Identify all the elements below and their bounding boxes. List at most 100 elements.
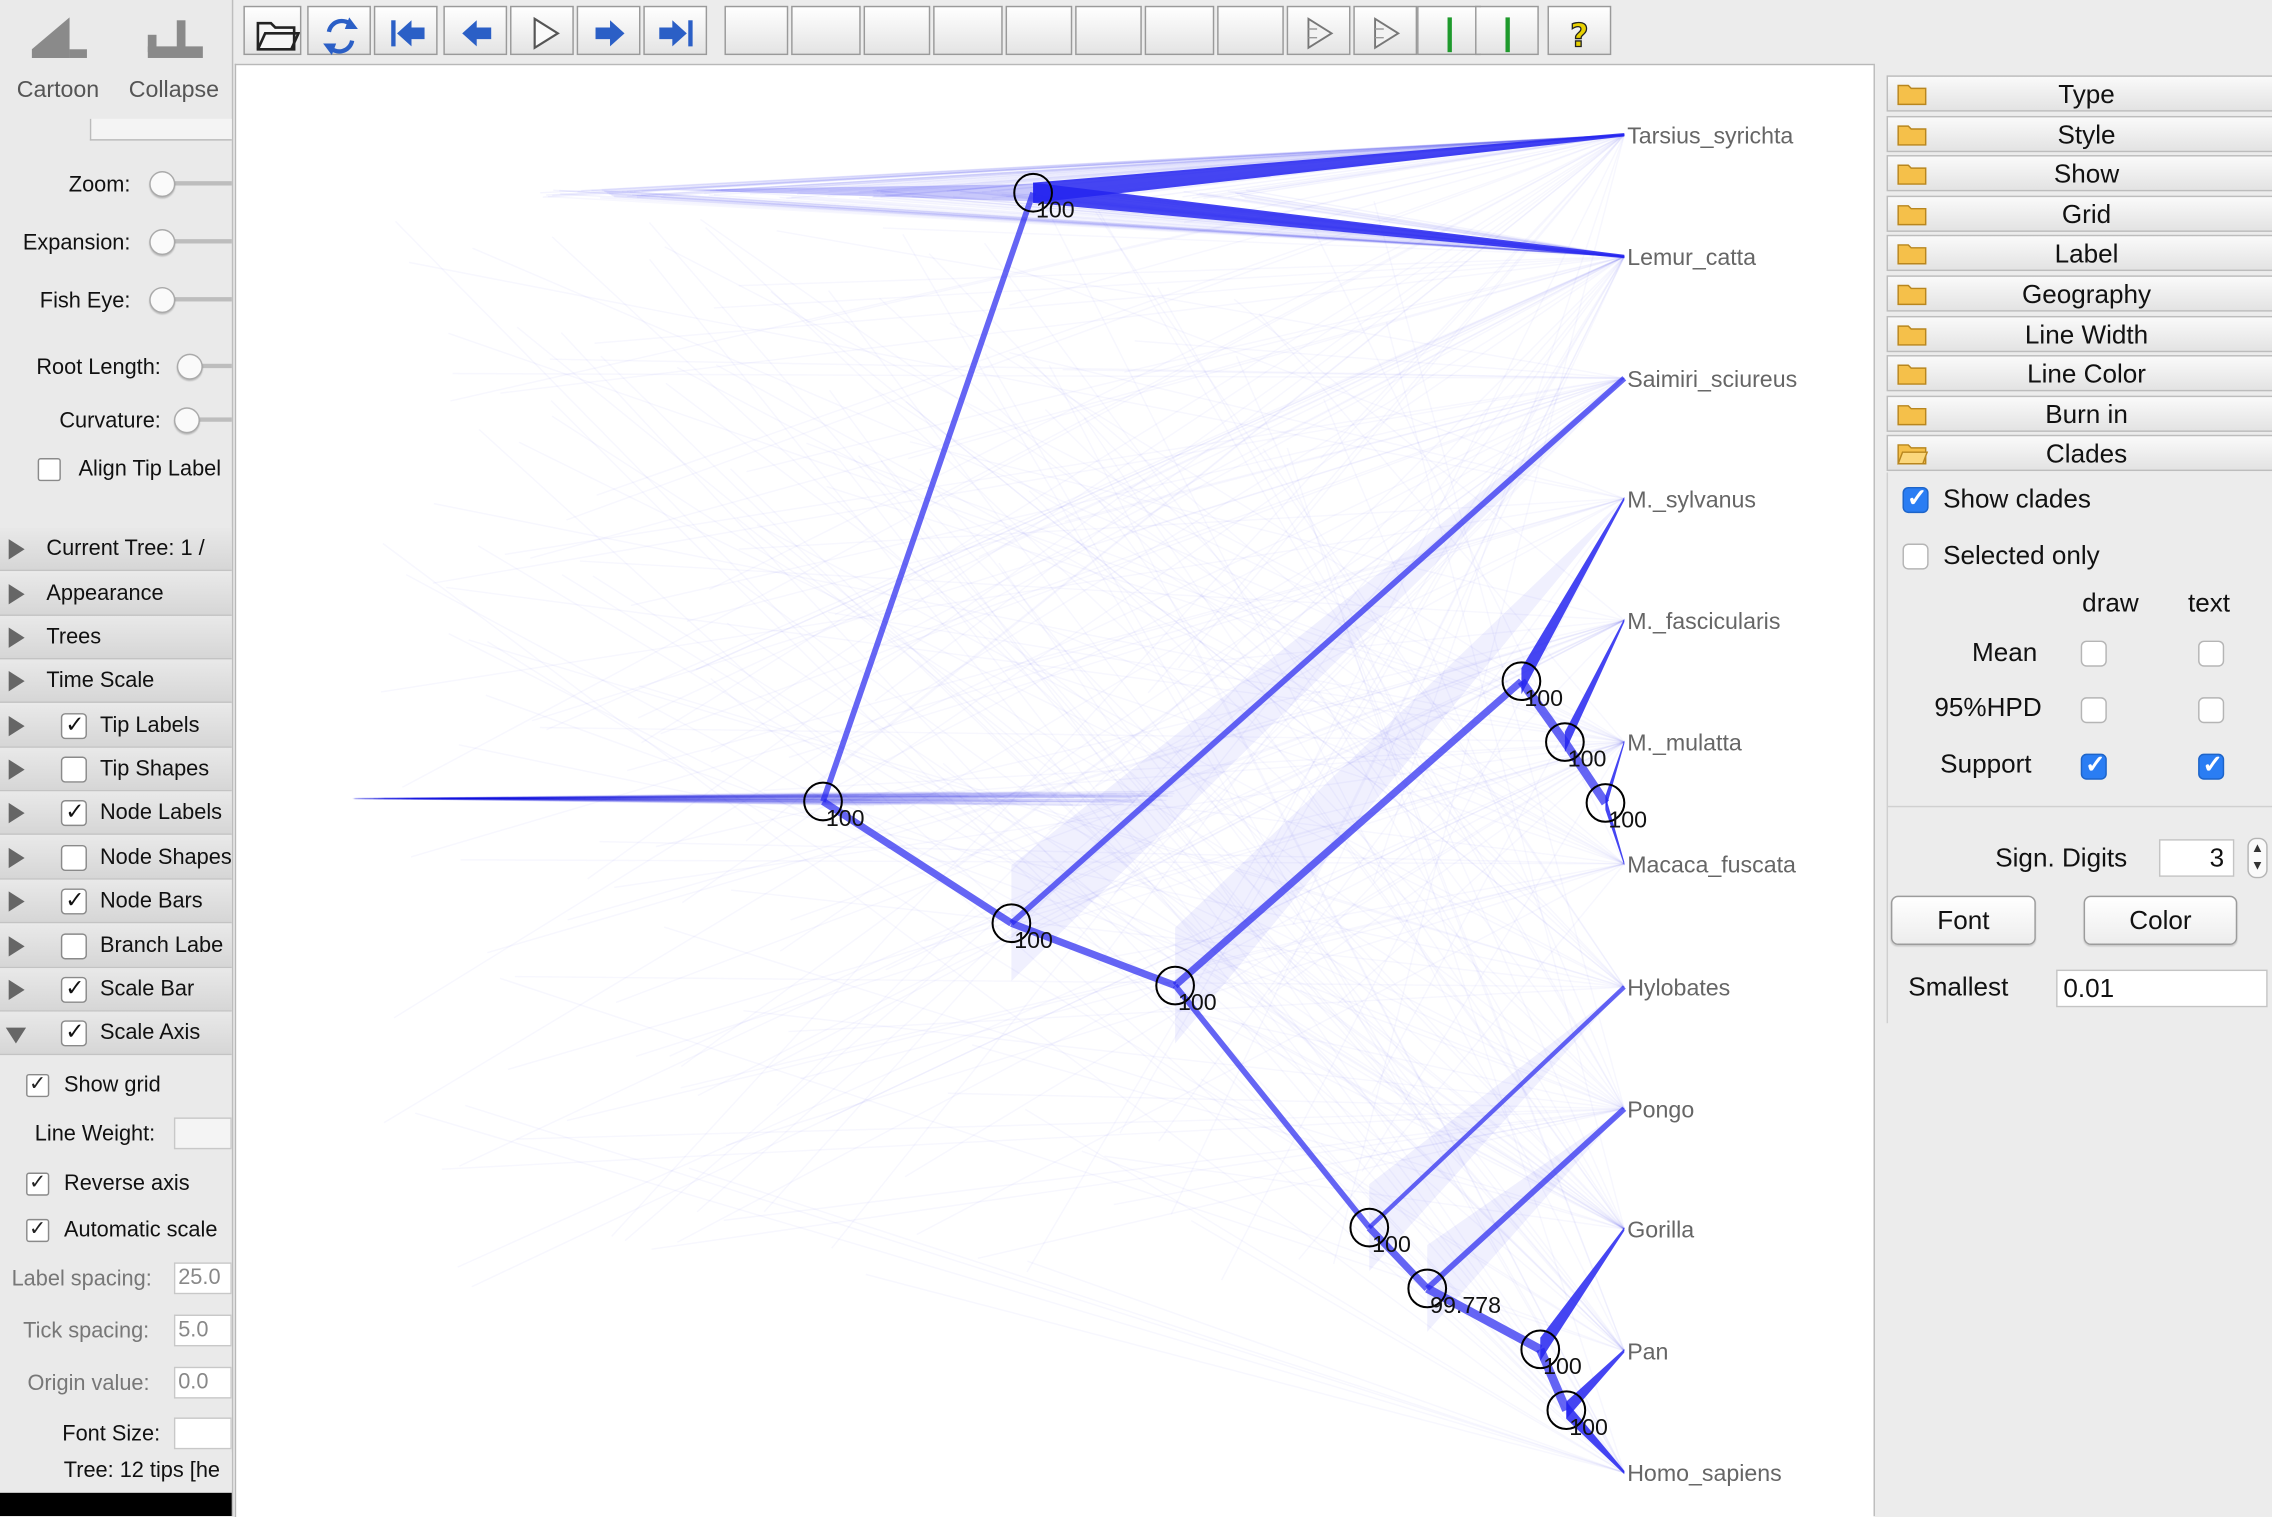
branch-labels-checkbox[interactable] — [61, 933, 87, 959]
align-tip-label-checkbox[interactable]: Align Tip Label — [38, 457, 221, 482]
section-appearance[interactable]: Appearance — [0, 572, 232, 615]
tip-label[interactable]: Lemur_catta — [1627, 244, 1756, 270]
tip-label[interactable]: Homo_sapiens — [1627, 1460, 1782, 1486]
last-tree-button[interactable] — [643, 6, 707, 55]
selected-only-checkbox[interactable] — [1903, 543, 1929, 569]
scale-bar-checkbox[interactable] — [61, 977, 87, 1003]
hpd-text-checkbox[interactable] — [2198, 697, 2224, 723]
support-text-checkbox[interactable] — [2198, 754, 2224, 780]
tree-style-5-button[interactable] — [1006, 6, 1073, 55]
section-trees[interactable]: Trees — [0, 616, 232, 659]
sign-digits-input[interactable]: 3 — [2159, 839, 2234, 877]
section-grid[interactable]: Grid — [1887, 195, 2272, 231]
tip-label[interactable]: Pan — [1627, 1338, 1668, 1364]
section-clades[interactable]: Clades — [1887, 435, 2272, 471]
first-tree-button[interactable] — [374, 6, 438, 55]
origin-value-input[interactable]: 0.0 — [174, 1367, 232, 1399]
tree-style-6-button[interactable] — [1075, 6, 1142, 55]
section-line-width[interactable]: Line Width — [1887, 315, 2272, 351]
section-node-labels[interactable]: Node Labels — [0, 791, 232, 834]
expansion-slider[interactable]: Expansion: — [0, 225, 232, 263]
node-shapes-checkbox[interactable] — [61, 845, 87, 871]
section-scale-axis[interactable]: Scale Axis — [0, 1012, 232, 1055]
tip-label[interactable]: Saimiri_sciureus — [1627, 366, 1797, 392]
next-tree-button[interactable] — [577, 6, 641, 55]
tip-label[interactable]: M._mulatta — [1627, 730, 1742, 756]
section-current-tree[interactable]: Current Tree: 1 / — [0, 528, 232, 571]
node-labels-checkbox[interactable] — [61, 800, 87, 826]
refresh-button[interactable] — [307, 6, 371, 55]
show-grid-checkbox[interactable]: Show grid — [26, 1073, 161, 1098]
open-button[interactable] — [243, 6, 301, 55]
line-weight-input[interactable] — [174, 1117, 232, 1149]
smallest-label: Smallest — [1908, 973, 2008, 1003]
reverse-axis-checkbox[interactable]: Reverse axis — [26, 1171, 190, 1196]
section-label[interactable]: Label — [1887, 235, 2272, 271]
label-spacing-input[interactable]: 25.0 — [174, 1262, 232, 1294]
root-length-slider[interactable]: Root Length: — [0, 349, 232, 387]
support-draw-checkbox[interactable] — [2081, 754, 2107, 780]
mean-draw-checkbox[interactable] — [2081, 641, 2107, 667]
mean-text-checkbox[interactable] — [2198, 641, 2224, 667]
section-type[interactable]: Type — [1887, 75, 2272, 111]
align-tip-label-box[interactable] — [38, 458, 61, 481]
zoom-slider[interactable]: Zoom: — [0, 167, 232, 205]
play-button[interactable] — [510, 6, 574, 55]
color-button[interactable]: Color — [2084, 896, 2238, 945]
fish-eye-slider[interactable]: Fish Eye: — [0, 283, 232, 321]
cartoon-icon — [26, 14, 90, 72]
tree-style-4-button[interactable] — [933, 6, 1003, 55]
scale-axis-checkbox[interactable] — [61, 1020, 87, 1046]
section-line-color[interactable]: Line Color — [1887, 355, 2272, 391]
bars-1-button[interactable] — [1417, 6, 1481, 55]
font-button[interactable]: Font — [1891, 896, 2036, 945]
previous-tree-button[interactable] — [443, 6, 507, 55]
cartoon-tool[interactable]: Cartoon — [0, 6, 116, 119]
section-branch-labels[interactable]: Branch Labe — [0, 925, 232, 968]
section-scale-bar[interactable]: Scale Bar — [0, 968, 232, 1011]
show-clades-checkbox[interactable] — [1903, 487, 1929, 513]
forward-2-button[interactable] — [1353, 6, 1417, 55]
section-geography[interactable]: Geography — [1887, 275, 2272, 311]
font-size-input[interactable] — [174, 1417, 232, 1449]
tree-style-7-button[interactable] — [1145, 6, 1215, 55]
automatic-scale-box[interactable] — [26, 1219, 49, 1242]
section-node-bars[interactable]: Node Bars — [0, 880, 232, 923]
forward-1-button[interactable] — [1287, 6, 1351, 55]
tip-labels-checkbox[interactable] — [61, 713, 87, 739]
node-bars-checkbox[interactable] — [61, 888, 87, 914]
tick-spacing-input[interactable]: 5.0 — [174, 1315, 232, 1347]
tip-label[interactable]: Hylobates — [1627, 975, 1730, 1001]
section-burn-in[interactable]: Burn in — [1887, 395, 2272, 431]
tip-label[interactable]: Macaca_fuscata — [1627, 851, 1796, 877]
section-time-scale[interactable]: Time Scale — [0, 659, 232, 702]
smallest-input[interactable]: 0.01 — [2056, 970, 2268, 1008]
show-grid-box[interactable] — [26, 1074, 49, 1097]
tree-style-3-button[interactable] — [864, 6, 931, 55]
hpd-draw-checkbox[interactable] — [2081, 697, 2107, 723]
section-node-shapes[interactable]: Node Shapes — [0, 836, 232, 879]
tip-label[interactable]: M._sylvanus — [1627, 486, 1756, 512]
tip-shapes-checkbox[interactable] — [61, 757, 87, 783]
tree-style-2-button[interactable] — [791, 6, 861, 55]
collapse-tool[interactable]: Collapse — [116, 6, 232, 119]
tree-style-8-button[interactable] — [1217, 6, 1284, 55]
section-style[interactable]: Style — [1887, 115, 2272, 151]
help-button[interactable]: ? — [1548, 6, 1612, 55]
reverse-axis-box[interactable] — [26, 1173, 49, 1196]
tip-label[interactable]: M._fascicularis — [1627, 608, 1780, 634]
layout-segment-control[interactable] — [90, 119, 233, 141]
automatic-scale-checkbox[interactable]: Automatic scale — [26, 1217, 217, 1242]
tree-style-1-button[interactable] — [724, 6, 788, 55]
tree-svg[interactable]: 10010010010010010010010099.778100100Tars… — [236, 65, 1873, 1517]
tip-label[interactable]: Pongo — [1627, 1096, 1694, 1122]
tip-label[interactable]: Gorilla — [1627, 1217, 1694, 1243]
sign-digits-stepper[interactable]: ▲▼ — [2247, 838, 2267, 879]
curvature-slider[interactable]: Curvature: — [0, 403, 232, 441]
tip-label[interactable]: Tarsius_syrichta — [1627, 122, 1793, 148]
section-tip-labels[interactable]: Tip Labels — [0, 704, 232, 747]
section-show[interactable]: Show — [1887, 155, 2272, 191]
section-tip-shapes[interactable]: Tip Shapes — [0, 748, 232, 791]
bars-2-button[interactable] — [1475, 6, 1539, 55]
